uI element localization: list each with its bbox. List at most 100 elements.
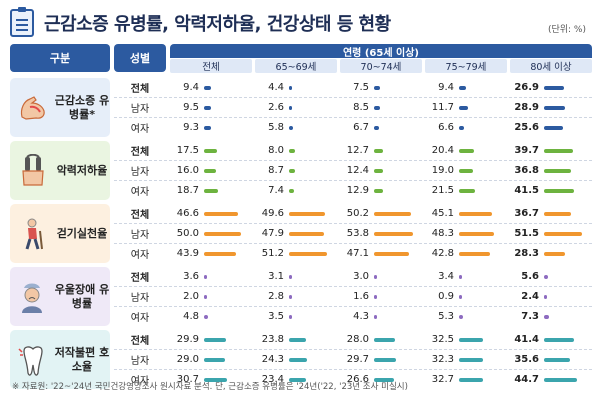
stats-table: 구분 성별 연령 (65세 이상) 전체 65~69세 70~74세 75~79…	[10, 44, 592, 393]
value-bar	[289, 337, 306, 342]
cell-value: 26.9	[514, 82, 539, 93]
section-0: 근감소증 유병률* 전체 9.4 4.4 7.5 9.4 26.9 남자 9.5 2.6 8.5 11…	[10, 78, 592, 137]
sad-person-icon	[16, 278, 50, 316]
value-bar	[459, 168, 473, 173]
table-cell: 24.3	[255, 350, 337, 369]
row-divider	[114, 180, 592, 181]
cell-value: 12.4	[346, 165, 369, 176]
cell-value: 41.5	[514, 185, 539, 196]
row-divider	[114, 223, 592, 224]
value-bar	[374, 251, 409, 256]
category-label: 악력저하율	[56, 163, 108, 177]
sex-label: 전체	[130, 147, 150, 158]
value-bar	[544, 274, 548, 279]
cell-value: 47.9	[261, 228, 284, 239]
table-cell: 4.4	[255, 78, 337, 97]
row-divider	[114, 243, 592, 244]
cell-value: 12.7	[346, 145, 369, 156]
row-cells: 16.0 8.7 12.4 19.0 36.8	[170, 161, 592, 180]
footer-note: ※ 자료원: '22~'24년 국민건강영양조사 원시자료 분석. 단, 근감소…	[12, 382, 408, 392]
value-bar	[204, 231, 241, 236]
table-cell: 29.0	[170, 350, 252, 369]
value-bar	[374, 125, 379, 130]
cell-value: 46.6	[176, 208, 199, 219]
unit-label: (단위: %)	[547, 25, 586, 35]
cell-value: 44.7	[514, 374, 539, 385]
cell-value: 32.5	[431, 334, 454, 345]
value-bar	[204, 314, 208, 319]
table-cell: 5.8	[255, 118, 337, 137]
table-cell: 2.8	[255, 287, 337, 306]
table-row: 전체 9.4 4.4 7.5 9.4 26.9	[114, 78, 592, 97]
cell-value: 53.8	[346, 228, 369, 239]
value-bar	[289, 377, 306, 382]
cell-value: 20.4	[431, 145, 454, 156]
value-bar	[204, 85, 211, 90]
value-bar	[289, 231, 324, 236]
table-cell: 18.7	[170, 181, 252, 200]
table-row: 여자 18.7 7.4 12.9 21.5 41.5	[114, 181, 592, 200]
sex-label: 여자	[130, 376, 150, 387]
table-cell: 50.2	[340, 204, 422, 223]
table-row: 여자 43.9 51.2 47.1 42.8 28.3	[114, 244, 592, 263]
table-cell: 39.7	[510, 141, 592, 160]
table-row: 남자 50.0 47.9 53.8 48.3 51.5	[114, 224, 592, 243]
cell-value: 12.9	[346, 185, 369, 196]
value-bar	[374, 188, 383, 193]
table-cell: 1.6	[340, 287, 422, 306]
value-bar	[459, 251, 490, 256]
cell-value: 9.4	[438, 82, 454, 93]
cell-value: 26.6	[346, 374, 369, 385]
table-cell: 9.4	[170, 78, 252, 97]
table-cell: 29.9	[170, 330, 252, 349]
cell-value: 9.3	[183, 122, 199, 133]
value-bar	[544, 314, 549, 319]
cell-value: 51.2	[261, 248, 284, 259]
table-row: 전체 46.6 49.6 50.2 45.1 36.7	[114, 204, 592, 223]
value-bar	[459, 85, 466, 90]
table-row: 남자 16.0 8.7 12.4 19.0 36.8	[114, 161, 592, 180]
value-bar	[374, 274, 377, 279]
table-cell: 19.0	[425, 161, 507, 180]
table-cell: 4.3	[340, 307, 422, 326]
cell-value: 30.7	[176, 374, 199, 385]
cell-value: 5.8	[268, 122, 284, 133]
sex-label: 남자	[130, 293, 150, 304]
cell-value: 5.3	[438, 311, 454, 322]
header-age-group: 연령 (65세 이상)	[170, 44, 592, 59]
header: 근감소증 유병률, 악력저하율, 건강상태 등 현황	[10, 6, 590, 40]
value-bar	[289, 188, 294, 193]
sex-label: 남자	[130, 356, 150, 367]
value-bar	[289, 148, 295, 153]
value-bar	[374, 377, 394, 382]
value-bar	[289, 85, 292, 90]
cell-value: 2.4	[521, 291, 539, 302]
header-age-col: 75~79세	[425, 59, 507, 73]
section-1: 악력저하율 전체 17.5 8.0 12.7 20.4 39.7 남자 16.0 8.7 12.4 1…	[10, 141, 592, 200]
cell-value: 23.8	[261, 334, 284, 345]
table-cell: 50.0	[170, 224, 252, 243]
cell-value: 3.0	[353, 271, 369, 282]
table-cell: 9.4	[425, 78, 507, 97]
table-cell: 11.7	[425, 98, 507, 117]
cell-value: 8.5	[353, 102, 369, 113]
cell-value: 50.2	[346, 208, 369, 219]
cell-value: 3.4	[438, 271, 454, 282]
cell-value: 23.4	[261, 374, 284, 385]
table-cell: 36.7	[510, 204, 592, 223]
table-cell: 47.9	[255, 224, 337, 243]
table-cell: 3.6	[170, 267, 252, 286]
rows-group: 전체 29.9 23.8 28.0 32.5 41.4 남자 29.0 24.3 29.7 32.3…	[114, 330, 592, 389]
table-cell: 7.4	[255, 181, 337, 200]
table-cell: 30.7	[170, 370, 252, 389]
table-cell: 41.4	[510, 330, 592, 349]
cell-value: 18.7	[176, 185, 199, 196]
row-cells: 29.0 24.3 29.7 32.3 35.6	[170, 350, 592, 369]
cell-value: 3.6	[183, 271, 199, 282]
muscle-arm-icon	[16, 89, 50, 127]
table-cell: 44.7	[510, 370, 592, 389]
sex-label: 여자	[130, 187, 150, 198]
cell-value: 39.7	[514, 145, 539, 156]
value-bar	[544, 357, 570, 362]
value-bar	[459, 188, 475, 193]
